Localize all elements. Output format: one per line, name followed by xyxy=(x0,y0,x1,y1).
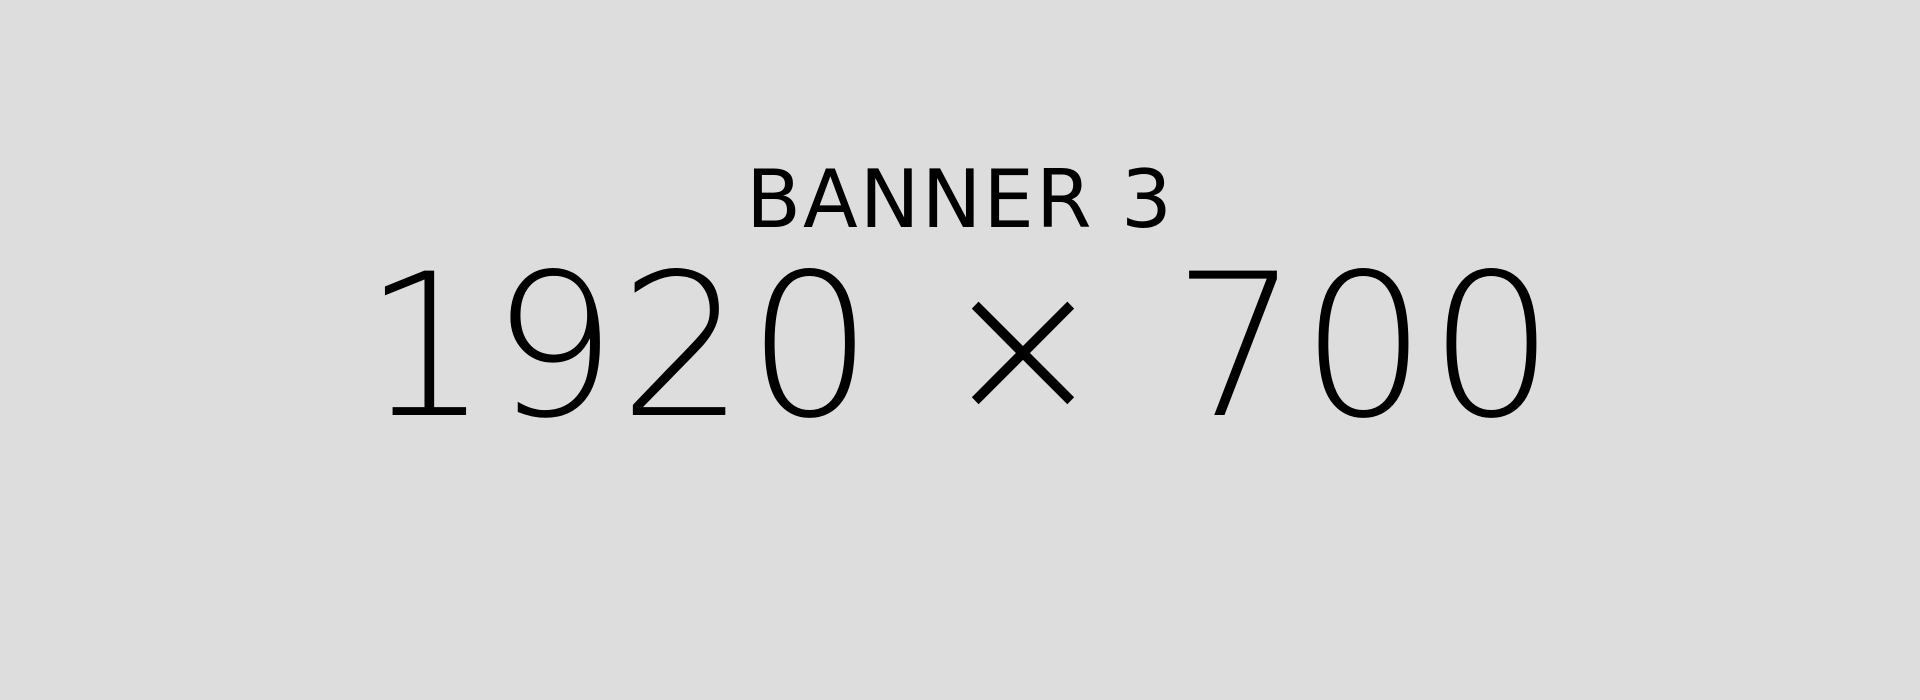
banner-title: BANNER 3 xyxy=(746,153,1174,246)
banner-dimensions-label: 1920 × 700 xyxy=(363,231,1557,462)
